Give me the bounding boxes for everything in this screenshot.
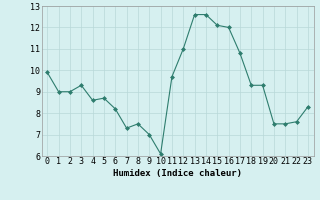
X-axis label: Humidex (Indice chaleur): Humidex (Indice chaleur) <box>113 169 242 178</box>
